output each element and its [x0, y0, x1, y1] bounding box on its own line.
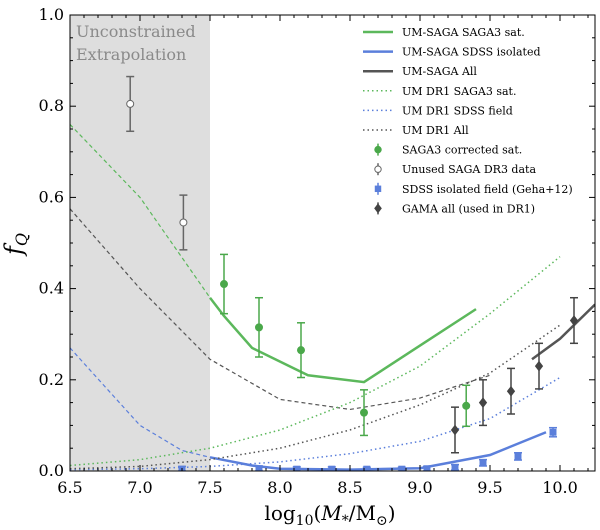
- um-saga-sdss-isolated-line: [209, 431, 547, 471]
- legend-swatch-marker: [374, 203, 382, 214]
- saga3-corrected-sat-point: [297, 346, 305, 355]
- um-saga-saga3-sat-line: [209, 296, 477, 384]
- legend-swatch-marker: [374, 165, 382, 173]
- y-axis-label: fQ: [0, 233, 31, 257]
- sdss-isolated-field-geha-12-point: [549, 428, 557, 436]
- sdss-isolated-field-geha-12-point: [451, 463, 459, 471]
- sdss-isolated-field-geha-12-point: [328, 465, 336, 471]
- legend-item-um-dr1-all: UM DR1 All: [363, 124, 469, 137]
- um-dr1-all-line: [70, 324, 561, 470]
- saga3-corrected-sat-point: [462, 401, 471, 410]
- x-tick-label: 6.5: [57, 478, 82, 497]
- x-tick-label: 7.0: [127, 478, 152, 497]
- sdss-isolated-field-geha-12-point: [423, 465, 431, 471]
- unconstrained-region: [70, 15, 210, 471]
- legend-label: UM DR1 SDSS field: [402, 104, 513, 117]
- legend-label: SAGA3 corrected sat.: [402, 144, 522, 157]
- sdss-isolated-field-geha-12-point: [398, 465, 406, 471]
- legend-item-um-saga-sdss-isolated: UM-SAGA SDSS isolated: [363, 46, 541, 59]
- legend-label: UM DR1 All: [402, 124, 469, 137]
- saga3-corrected-sat-point: [220, 280, 228, 289]
- y-tick-label: 0.4: [39, 279, 64, 298]
- legend-label: UM-SAGA SAGA3 sat.: [402, 26, 525, 39]
- shade-label-line2: Extrapolation: [76, 45, 186, 64]
- unused-saga-dr3-data-point: [126, 99, 135, 108]
- um-saga-all-extrapolated-line: [70, 208, 491, 411]
- gama-all-used-in-dr1-point: [569, 315, 579, 326]
- legend: UM-SAGA SAGA3 sat. UM-SAGA SDSS isolated U…: [363, 26, 573, 215]
- legend-item-um-saga-all: UM-SAGA All: [363, 65, 477, 78]
- gama-all-used-in-dr1-point: [450, 424, 460, 436]
- sdss-isolated-field-geha-12-point: [255, 465, 263, 471]
- x-tick-label: 9.0: [407, 478, 432, 497]
- legend-item-um-dr1-sdss-field: UM DR1 SDSS field: [363, 104, 513, 117]
- y-tick-label: 1.0: [39, 5, 64, 24]
- um-saga-all-line: [531, 303, 595, 361]
- legend-label: Unused SAGA DR3 data: [402, 163, 536, 176]
- y-tick-label: 0.0: [39, 461, 64, 480]
- legend-label: SDSS isolated field (Geha+12): [402, 183, 573, 196]
- saga3-corrected-sat-point: [255, 323, 263, 332]
- unused-saga-dr3-data-point: [179, 218, 188, 227]
- legend-label: UM DR1 SAGA3 sat.: [402, 85, 516, 98]
- legend-label: GAMA all (used in DR1): [402, 202, 535, 215]
- sdss-isolated-field-geha-12-point: [514, 452, 522, 460]
- x-tick-label: 10.0: [542, 478, 578, 497]
- x-tick-label: 9.5: [477, 478, 502, 497]
- gama-all-used-in-dr1-point: [534, 360, 544, 372]
- legend-label: UM-SAGA All: [402, 65, 477, 78]
- legend-item-gama-all-used-in-dr1: GAMA all (used in DR1): [374, 202, 535, 215]
- gama-all-used-in-dr1-point: [478, 397, 488, 408]
- um-dr1-sdss-field-line: [70, 376, 561, 471]
- shade-label-line1: Unconstrained: [76, 22, 196, 41]
- legend-item-um-dr1-saga3-sat: UM DR1 SAGA3 sat.: [363, 85, 516, 98]
- y-tick-label: 0.8: [39, 96, 64, 115]
- saga3-corrected-sat-point: [360, 408, 368, 417]
- legend-label: UM-SAGA SDSS isolated: [402, 46, 541, 59]
- um-saga-sdss-isolated-extrapolated-line: [70, 347, 211, 458]
- y-tick-label: 0.2: [39, 370, 64, 389]
- legend-swatch-marker: [374, 145, 382, 154]
- legend-item-saga3-corrected-sat: SAGA3 corrected sat.: [374, 143, 522, 157]
- legend-swatch-marker: [374, 185, 382, 193]
- um-dr1-saga3-sat-line: [70, 256, 561, 467]
- x-axis-label: log10(M*/M⊙): [264, 501, 395, 529]
- legend-item-sdss-isolated-field-geha-12: SDSS isolated field (Geha+12): [374, 182, 573, 196]
- x-tick-label: 8.0: [267, 478, 292, 497]
- legend-item-um-saga-saga3-sat: UM-SAGA SAGA3 sat.: [363, 26, 525, 39]
- y-tick-label: 0.6: [39, 187, 64, 206]
- gama-all-used-in-dr1-point: [506, 385, 516, 397]
- x-tick-label: 8.5: [337, 478, 362, 497]
- um-saga-saga3-sat-extrapolated-line: [70, 124, 211, 299]
- x-tick-label: 7.5: [197, 478, 222, 497]
- legend-item-unused-saga-dr3-data: Unused SAGA DR3 data: [374, 163, 536, 176]
- sdss-isolated-field-geha-12-point: [479, 459, 487, 467]
- unconstrained-extrapolation-label: Unconstrained Extrapolation: [76, 22, 196, 64]
